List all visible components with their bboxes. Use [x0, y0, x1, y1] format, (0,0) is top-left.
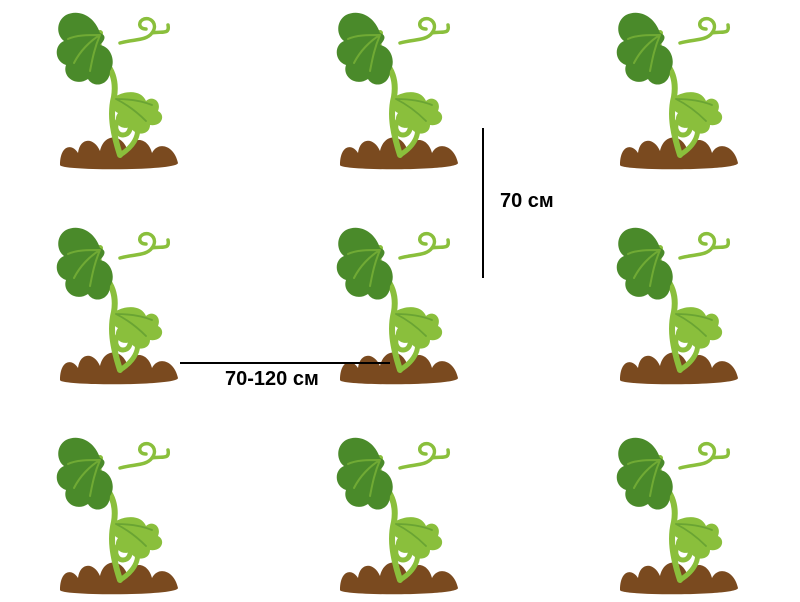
- plant-r1-c0: [50, 220, 190, 390]
- horizontal-dim-label: 70-120 см: [225, 368, 319, 391]
- plant-r0-c2: [610, 5, 750, 175]
- plant-r2-c2: [610, 430, 750, 600]
- vertical-dim-line: [482, 128, 484, 278]
- plant-r2-c1: [330, 430, 470, 600]
- plant-r1-c1: [330, 220, 470, 390]
- plant-r2-c0: [50, 430, 190, 600]
- plant-r1-c2: [610, 220, 750, 390]
- horizontal-dim-line: [180, 362, 390, 364]
- plant-r0-c1: [330, 5, 470, 175]
- plant-r0-c0: [50, 5, 190, 175]
- vertical-dim-label: 70 см: [500, 190, 554, 213]
